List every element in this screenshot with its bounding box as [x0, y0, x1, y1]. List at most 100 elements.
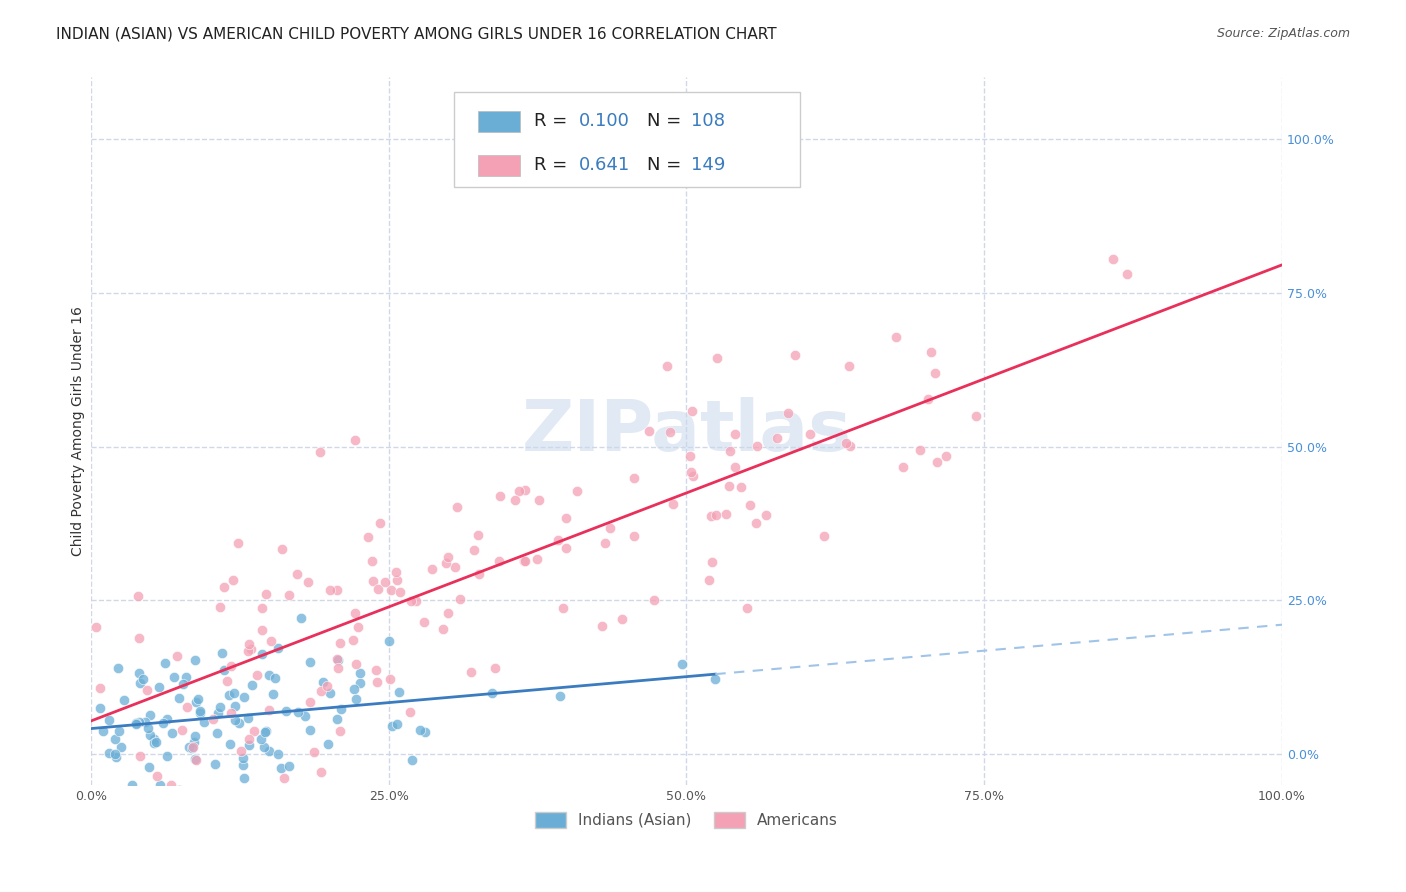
Point	[250, 732, 273, 747]
Point	[136, 721, 159, 735]
Point	[328, 653, 350, 667]
Point	[745, 516, 768, 531]
Point	[219, 658, 242, 673]
Point	[277, 758, 299, 772]
Point	[555, 511, 578, 525]
Point	[131, 672, 153, 686]
Point	[207, 706, 229, 721]
Point	[326, 661, 349, 675]
Point	[232, 757, 254, 772]
Point	[437, 550, 460, 565]
Point	[259, 703, 281, 717]
Point	[239, 642, 262, 657]
Point	[468, 567, 491, 582]
Point	[374, 574, 396, 589]
Point	[219, 706, 242, 720]
Point	[924, 366, 946, 380]
Point	[513, 483, 536, 497]
Point	[156, 713, 179, 727]
Point	[755, 508, 778, 523]
Text: R =: R =	[534, 112, 572, 130]
Point	[252, 647, 274, 661]
Point	[344, 606, 367, 620]
Point	[484, 661, 506, 675]
Point	[702, 555, 724, 569]
Point	[125, 717, 148, 731]
Point	[290, 611, 312, 625]
Point	[232, 751, 254, 765]
Point	[783, 348, 806, 362]
Point	[167, 691, 190, 706]
Point	[503, 492, 526, 507]
Point	[413, 615, 436, 629]
Point	[91, 724, 114, 739]
Point	[228, 536, 250, 550]
Point	[143, 731, 166, 746]
Point	[246, 668, 269, 682]
Point	[98, 746, 121, 760]
Point	[298, 723, 321, 737]
Point	[413, 725, 436, 739]
Point	[446, 500, 468, 514]
Point	[513, 554, 536, 568]
Point	[381, 719, 404, 733]
Point	[326, 583, 349, 598]
Point	[329, 636, 352, 650]
Point	[299, 695, 322, 709]
Point	[714, 507, 737, 521]
Point	[655, 359, 678, 373]
Legend: Indians (Asian), Americans: Indians (Asian), Americans	[529, 805, 844, 834]
Point	[256, 587, 278, 601]
Point	[735, 600, 758, 615]
Point	[838, 359, 860, 373]
Point	[259, 744, 281, 758]
Point	[547, 533, 569, 547]
Point	[319, 686, 342, 700]
Point	[488, 554, 510, 568]
Point	[662, 498, 685, 512]
Point	[262, 687, 284, 701]
Point	[697, 573, 720, 587]
Point	[138, 728, 160, 742]
Point	[730, 480, 752, 494]
FancyBboxPatch shape	[478, 154, 520, 176]
Point	[309, 764, 332, 779]
Point	[266, 747, 288, 761]
Point	[316, 737, 339, 751]
Point	[108, 723, 131, 738]
Point	[526, 551, 548, 566]
Point	[238, 731, 260, 746]
Point	[813, 529, 835, 543]
Point	[174, 670, 197, 684]
Point	[201, 712, 224, 726]
Point	[706, 351, 728, 365]
Point	[884, 330, 907, 344]
Point	[555, 541, 578, 555]
Point	[704, 673, 727, 687]
Point	[681, 465, 703, 479]
Text: Source: ZipAtlas.com: Source: ZipAtlas.com	[1216, 27, 1350, 40]
Point	[112, 692, 135, 706]
Point	[489, 489, 512, 503]
Point	[370, 516, 392, 530]
Point	[309, 683, 332, 698]
Point	[145, 735, 167, 749]
Point	[273, 771, 295, 785]
Point	[366, 675, 388, 690]
FancyBboxPatch shape	[478, 111, 520, 132]
Point	[610, 612, 633, 626]
Point	[799, 427, 821, 442]
Point	[399, 705, 422, 719]
Point	[357, 530, 380, 544]
Point	[329, 723, 352, 738]
Point	[298, 655, 321, 669]
Text: 149: 149	[692, 156, 725, 174]
Point	[297, 574, 319, 589]
Point	[377, 633, 399, 648]
Point	[513, 554, 536, 568]
Point	[623, 529, 645, 543]
Point	[388, 584, 411, 599]
Point	[444, 559, 467, 574]
Text: ZIPatlas: ZIPatlas	[522, 397, 852, 466]
Y-axis label: Child Poverty Among Girls Under 16: Child Poverty Among Girls Under 16	[72, 306, 86, 557]
